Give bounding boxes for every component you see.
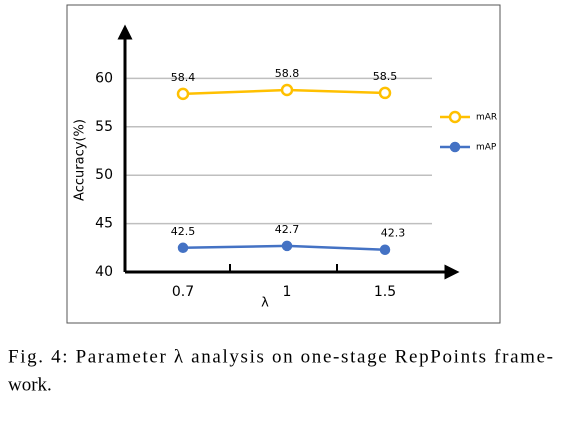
y-tick-label: 55 (95, 119, 113, 135)
caption-line: Fig. 4: Parameter λ analysis on one-stag… (8, 346, 553, 367)
data-label: 58.5 (373, 70, 398, 83)
data-label: 42.7 (275, 223, 300, 236)
y-tick-label: 45 (95, 216, 113, 232)
data-label: 42.3 (381, 227, 406, 240)
legend-label: mAP (476, 143, 497, 153)
caption-line: work. (8, 374, 52, 395)
legend-label: mAR (476, 113, 497, 123)
x-tick-label: 1.5 (374, 284, 396, 300)
y-tick-label: 60 (95, 70, 113, 86)
marker (281, 240, 293, 252)
marker (378, 86, 392, 100)
y-tick-label: 40 (95, 264, 113, 280)
x-tick-label: 0.7 (172, 284, 194, 300)
data-label: 58.4 (171, 71, 196, 84)
y-axis-label: Accuracy(%) (73, 119, 88, 201)
marker (280, 83, 294, 97)
marker (176, 87, 190, 101)
x-axis-label: λ (261, 296, 269, 311)
y-tick-label: 50 (95, 167, 113, 183)
chart-frame (66, 4, 501, 324)
data-label: 42.5 (171, 225, 196, 238)
legend-marker (448, 110, 462, 124)
x-tick-label: 1 (283, 284, 292, 300)
data-label: 58.8 (275, 67, 300, 80)
marker (379, 244, 391, 255)
marker (177, 242, 189, 254)
legend-marker (449, 141, 461, 153)
